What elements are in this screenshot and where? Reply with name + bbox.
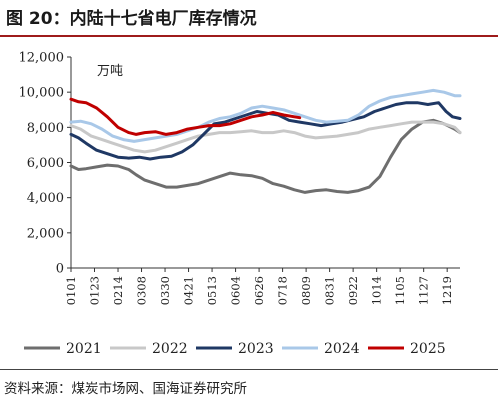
x-tick-label: 0214 <box>111 276 125 305</box>
x-tick-label: 0101 <box>64 276 78 305</box>
series-line-2023 <box>69 101 462 161</box>
legend-label-2025: 2025 <box>410 341 446 357</box>
line-chart: 万吨 0 2,000 4,000 6,000 8,000 10,000 12,000 0101… <box>19 51 462 357</box>
x-tick-label: 0330 <box>158 276 172 305</box>
x-tick-label: 0421 <box>182 276 196 305</box>
source-note: 资料来源：煤炭市场网、国海证券研究所 <box>4 381 247 397</box>
x-tick-label: 0513 <box>205 276 219 305</box>
x-tick-label: 1127 <box>417 276 431 305</box>
series-line-2022 <box>69 120 462 154</box>
x-tick-label: 0718 <box>276 276 290 305</box>
x-tick-label: 0626 <box>252 276 266 305</box>
series-line-2021 <box>69 118 462 194</box>
title-divider <box>0 35 498 37</box>
x-tick-label: 0922 <box>346 276 360 305</box>
legend-label-2024: 2024 <box>324 341 360 357</box>
x-tick-label: 1014 <box>370 276 384 305</box>
y-tick-label: 6,000 <box>27 156 64 171</box>
series-line-2025 <box>69 97 302 136</box>
y-tick-label: 4,000 <box>27 191 64 206</box>
x-tick-label: 1105 <box>393 276 407 305</box>
chart-title: 图 20：内陆十七省电厂库存情况 <box>6 9 257 29</box>
x-tick-label: 0604 <box>229 276 243 305</box>
y-tick-label: 8,000 <box>27 121 64 136</box>
y-tick-label: 2,000 <box>27 226 64 241</box>
y-tick-label: 0 <box>56 262 64 277</box>
x-tick-label: 0123 <box>88 276 102 305</box>
x-tick-label: 0308 <box>135 276 149 305</box>
unit-label: 万吨 <box>97 64 123 79</box>
x-tick-label: 0831 <box>323 276 337 305</box>
legend-label-2023: 2023 <box>238 341 274 357</box>
y-tick-label: 12,000 <box>19 51 65 66</box>
chart-legend: 2021 2022 2023 2024 2025 <box>24 341 446 357</box>
x-tick-label: 1219 <box>440 276 454 305</box>
chart-axes: 0 2,000 4,000 6,000 8,000 10,000 12,000 0101 012… <box>19 51 460 305</box>
y-tick-label: 10,000 <box>19 86 65 101</box>
x-tick-label: 0809 <box>299 276 313 305</box>
legend-label-2021: 2021 <box>66 341 102 357</box>
series-line-2024 <box>69 88 462 143</box>
source-divider <box>0 369 498 370</box>
legend-label-2022: 2022 <box>152 341 188 357</box>
chart-series <box>69 88 462 194</box>
